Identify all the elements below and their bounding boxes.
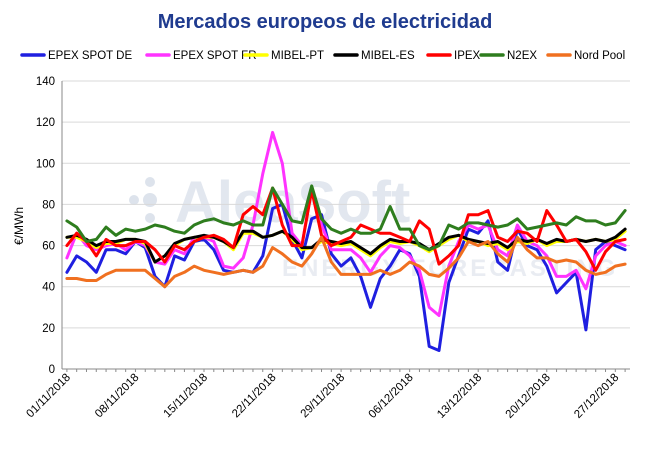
x-tick-label: 08/11/2018: [93, 372, 142, 421]
legend-label: MIBEL-ES: [361, 50, 415, 62]
y-axis-label: €/MWh: [12, 207, 26, 245]
chart-title: Mercados europeos de electricidad: [158, 11, 493, 33]
legend-item: IPEX: [426, 50, 481, 62]
x-tick-label: 01/11/2018: [24, 372, 73, 421]
chart-series: [65, 130, 627, 352]
legend-item: Nord Pool: [546, 50, 625, 62]
legend-item: N2EX: [479, 50, 537, 62]
legend-label: Nord Pool: [574, 50, 625, 62]
y-tick-label: 140: [36, 76, 55, 88]
x-tick-label: 20/12/2018: [504, 372, 553, 421]
watermark-dot-icon: [145, 177, 155, 187]
y-tick-label: 20: [42, 323, 55, 335]
y-tick-label: 120: [36, 117, 55, 129]
x-tick-label: 15/11/2018: [162, 372, 211, 421]
chart-grid: [61, 80, 630, 370]
x-tick-label: 06/12/2018: [367, 372, 416, 421]
y-tick-label: 80: [42, 199, 55, 211]
x-tick-label: 29/11/2018: [299, 372, 348, 421]
series-line-mibel-es: [65, 227, 627, 264]
watermark-dot-icon: [143, 193, 157, 207]
legend-label: N2EX: [507, 50, 537, 62]
y-tick-label: 60: [42, 241, 55, 253]
y-tick-label: 100: [36, 158, 55, 170]
watermark-dot-icon: [129, 195, 139, 205]
y-tick-label: 40: [42, 282, 55, 294]
legend-label: IPEX: [454, 50, 481, 62]
legend-label: EPEX SPOT DE: [48, 50, 132, 62]
y-tick-label: 0: [49, 364, 55, 376]
series-line-epex-spot-fr: [65, 130, 627, 317]
legend-item: EPEX SPOT DE: [20, 50, 132, 62]
legend-label: MIBEL-PT: [271, 50, 324, 62]
x-tick-label: 22/11/2018: [230, 372, 279, 421]
chart-legend: EPEX SPOT DE EPEX SPOT FR MIBEL-PT MIBEL-ES…: [20, 50, 625, 62]
series-line-ipex: [65, 186, 627, 272]
legend-item: EPEX SPOT FR: [145, 50, 257, 62]
x-tick-label: 27/12/2018: [572, 372, 621, 421]
x-axis-ticks: 01/11/2018 08/11/2018 15/11/2018 22/11/2018…: [24, 369, 626, 421]
series-line-n2ex: [65, 184, 627, 252]
watermark-dot-icon: [145, 213, 155, 223]
legend-label: EPEX SPOT FR: [173, 50, 257, 62]
series-line-nord-pool: [65, 235, 627, 289]
x-tick-label: 13/12/2018: [435, 372, 484, 421]
legend-item: MIBEL-PT: [243, 50, 324, 62]
y-axis-ticks: 0 20 40 60 80 100 120 140: [36, 76, 55, 376]
legend-item: MIBEL-ES: [333, 50, 415, 62]
watermark-logo-text: AleaSoft: [175, 170, 410, 235]
